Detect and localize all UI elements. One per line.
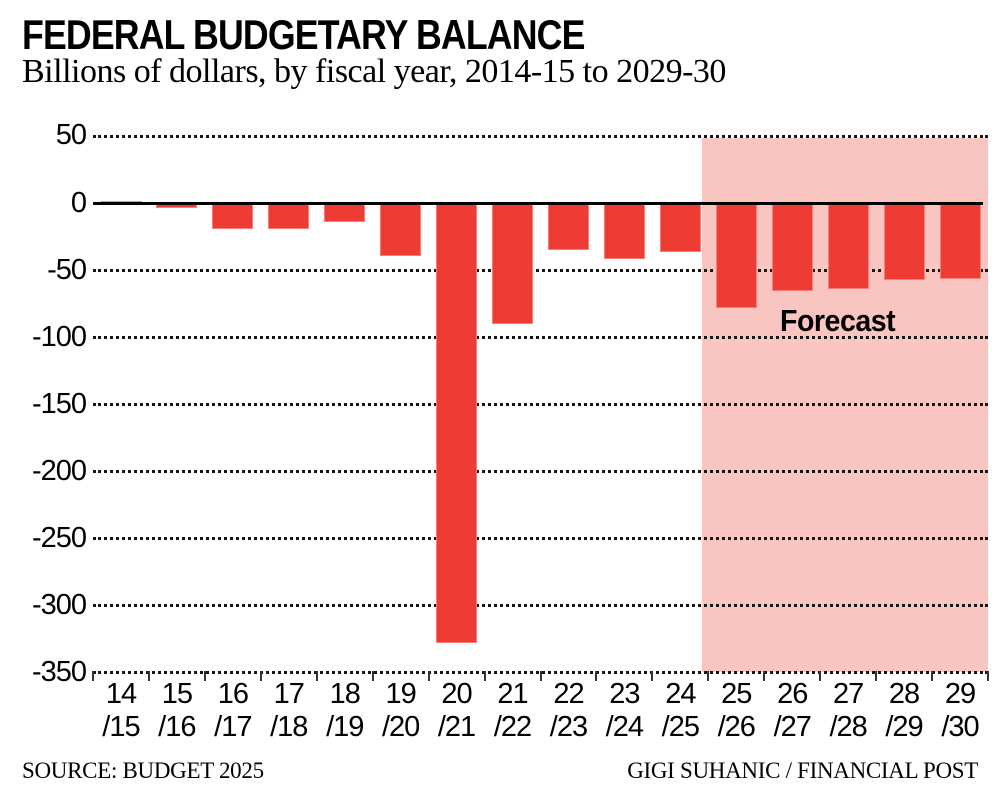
chart-subtitle: Billions of dollars, by fiscal year, 201… [22,53,726,90]
bar-20-21 [436,203,478,644]
x-tick-label: 23/24 [605,678,644,743]
x-axis-tick [147,670,150,681]
x-axis-tick [595,670,598,681]
x-axis-tick [427,670,430,681]
bar-19-20 [380,203,422,256]
gridline--250 [93,537,988,541]
gridline-50 [93,134,988,138]
x-axis-tick [819,670,822,681]
x-tick-label: 18/19 [326,678,364,743]
bar-29-30 [939,203,981,279]
y-tick-label: -150 [31,387,87,420]
x-axis-tick [707,670,710,681]
x-tick-label: 14/15 [102,678,140,743]
x-tick-label: 28/29 [885,678,923,743]
x-axis-tick [371,670,374,681]
x-tick-label: 16/17 [214,678,252,743]
x-axis-tick [651,670,654,681]
bar-18-19 [324,203,366,223]
gridline--150 [93,403,988,407]
y-tick-label: -250 [31,521,87,554]
chart-title: FEDERAL BUDGETARY BALANCE [22,11,585,58]
bar-25-26 [715,203,757,309]
x-axis-tick [483,670,486,681]
bar-28-29 [883,203,925,280]
credit-text: GIGI SUHANIC / FINANCIAL POST [627,758,978,783]
y-tick-label: 0 [70,186,87,219]
x-axis-tick [203,670,206,681]
x-tick-label: 24/25 [661,678,700,743]
y-tick-label: -200 [31,454,87,487]
x-tick-label: 19/20 [381,678,420,743]
source-text: SOURCE: BUDGET 2025 [22,758,264,783]
footer: SOURCE: BUDGET 2025 GIGI SUHANIC / FINAN… [22,758,978,788]
gridline--100 [93,336,988,340]
gridline--200 [93,470,988,474]
x-tick-label: 17/18 [270,678,308,743]
x-axis-tick [987,670,989,681]
x-axis-tick [539,670,542,681]
x-axis-tick [875,670,878,681]
y-tick-label: -300 [31,588,87,621]
bar-24-25 [659,203,701,252]
bar-15-16 [156,203,198,208]
y-tick-label: 50 [55,119,87,152]
bar-16-17 [212,203,254,229]
x-tick-label: 27/28 [829,678,867,743]
x-tick-label: 25/26 [717,678,756,743]
x-axis-tick [315,670,318,681]
x-axis-tick [259,670,262,681]
y-tick-label: -100 [31,320,87,353]
bar-23-24 [603,203,645,259]
bar-26-27 [771,203,813,291]
y-tick-label: -350 [31,655,87,688]
gridline--300 [93,604,988,608]
x-axis-tick [763,670,766,681]
x-axis-tick [92,670,94,681]
zero-axis-line [93,202,983,205]
bar-17-18 [268,203,310,229]
x-tick-label: 22/23 [549,678,588,743]
gridline--50 [93,269,988,273]
x-tick-label: 21/22 [493,678,532,743]
x-tick-label: 29/30 [941,678,979,743]
x-tick-label: 26/27 [773,678,812,743]
x-tick-label: 20/21 [437,678,476,743]
y-tick-label: -50 [47,253,87,286]
bar-27-28 [827,203,869,290]
x-tick-label: 15/16 [158,678,196,743]
x-axis-tick [931,670,934,681]
bar-22-23 [548,203,589,251]
forecast-label: Forecast [780,303,896,338]
bar-21-22 [492,203,533,325]
